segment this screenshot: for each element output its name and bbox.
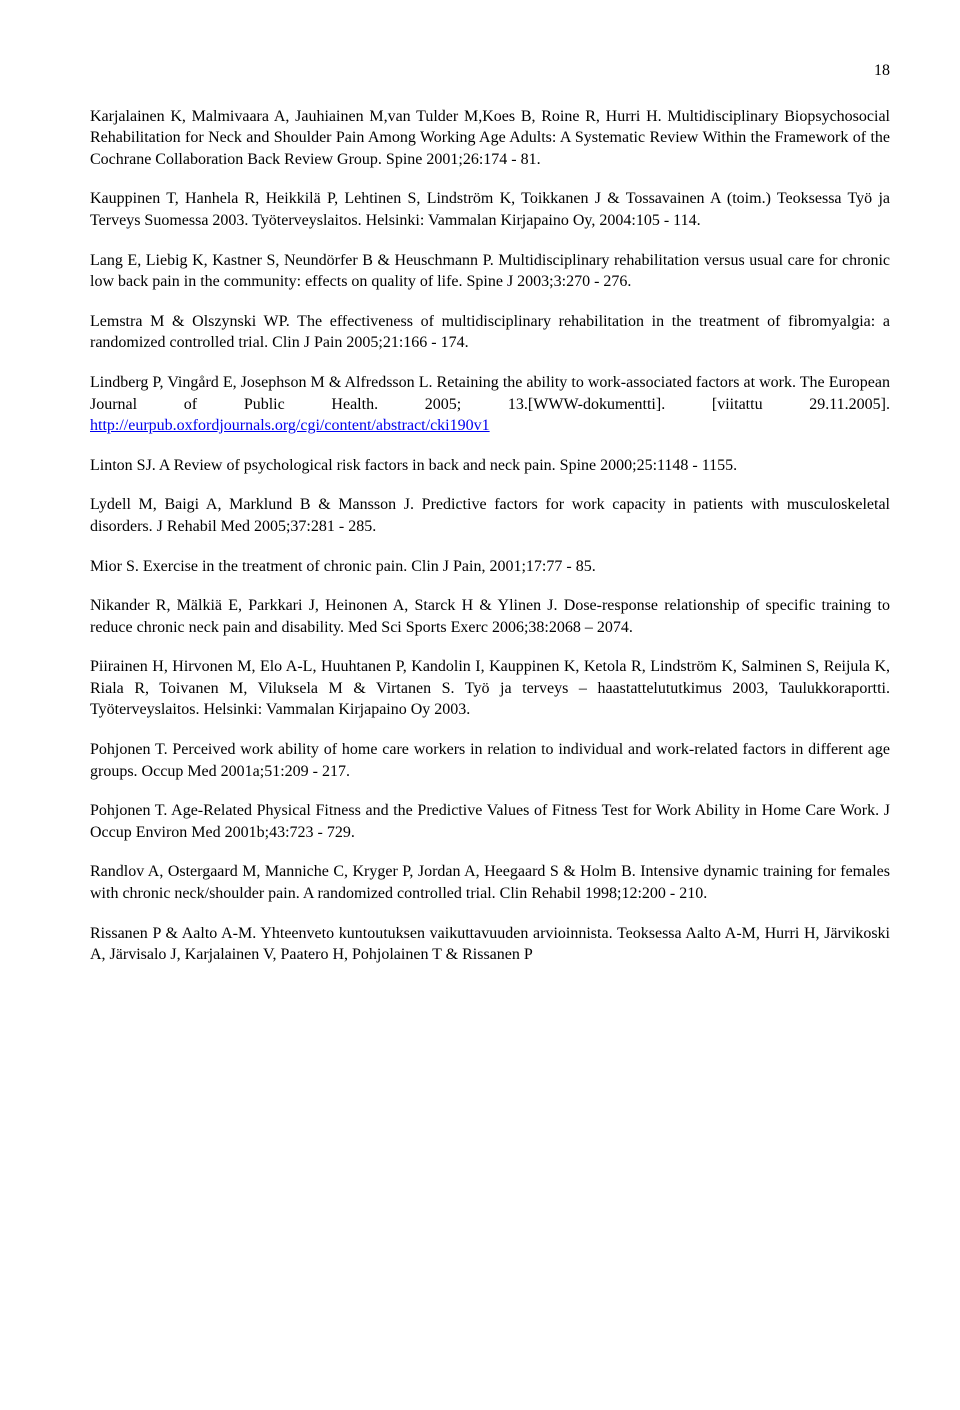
- reference-entry: Pohjonen T. Perceived work ability of ho…: [90, 739, 890, 782]
- reference-entry: Lindberg P, Vingård E, Josephson M & Alf…: [90, 372, 890, 437]
- reference-entry: Randlov A, Ostergaard M, Manniche C, Kry…: [90, 861, 890, 904]
- reference-entry: Lemstra M & Olszynski WP. The effectiven…: [90, 311, 890, 354]
- reference-entry: Linton SJ. A Review of psychological ris…: [90, 455, 890, 477]
- references-list: Karjalainen K, Malmivaara A, Jauhiainen …: [90, 106, 890, 966]
- reference-entry: Pohjonen T. Age-Related Physical Fitness…: [90, 800, 890, 843]
- reference-entry: Karjalainen K, Malmivaara A, Jauhiainen …: [90, 106, 890, 171]
- reference-entry: Piirainen H, Hirvonen M, Elo A-L, Huuhta…: [90, 656, 890, 721]
- reference-entry: Rissanen P & Aalto A-M. Yhteenveto kunto…: [90, 923, 890, 966]
- reference-link[interactable]: http://eurpub.oxfordjournals.org/cgi/con…: [90, 417, 490, 434]
- reference-entry: Lydell M, Baigi A, Marklund B & Mansson …: [90, 494, 890, 537]
- reference-entry: Lang E, Liebig K, Kastner S, Neundörfer …: [90, 250, 890, 293]
- page-number: 18: [90, 60, 890, 82]
- reference-text: Lindberg P, Vingård E, Josephson M & Alf…: [90, 374, 890, 413]
- reference-entry: Mior S. Exercise in the treatment of chr…: [90, 556, 890, 578]
- reference-entry: Kauppinen T, Hanhela R, Heikkilä P, Leht…: [90, 188, 890, 231]
- reference-entry: Nikander R, Mälkiä E, Parkkari J, Heinon…: [90, 595, 890, 638]
